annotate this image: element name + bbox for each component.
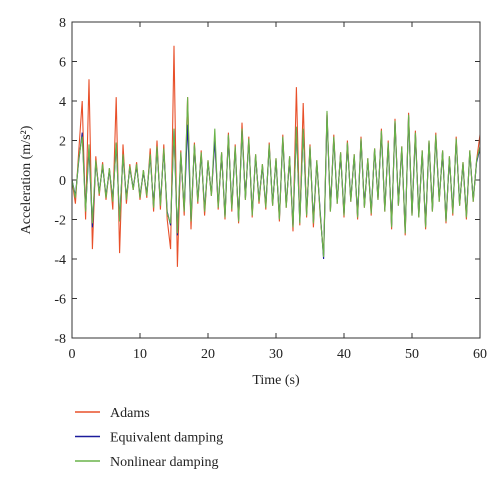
y-tick-label: 4 [59, 95, 66, 110]
series-line [71, 97, 481, 258]
y-tick-label: 2 [59, 135, 66, 150]
legend-label: Nonlinear damping [110, 455, 218, 470]
y-tick-label: 6 [59, 56, 66, 71]
x-tick-label: 0 [69, 347, 76, 362]
y-axis-label: Acceleration (m/s²) [19, 125, 34, 234]
series-line [71, 45, 481, 267]
y-tick-label: -2 [54, 214, 66, 229]
x-tick-label: 40 [337, 347, 351, 362]
x-tick-label: 20 [201, 347, 215, 362]
y-tick-label: -4 [54, 253, 66, 268]
legend-label: Equivalent damping [110, 431, 223, 446]
y-tick-label: 8 [59, 16, 66, 31]
plot-frame [71, 21, 481, 339]
x-tick-label: 60 [473, 347, 487, 362]
x-tick-label: 50 [405, 347, 419, 362]
y-tick-label: -8 [54, 332, 66, 347]
y-tick-label: 0 [59, 174, 66, 189]
y-tick-label: -6 [54, 293, 66, 308]
x-tick-label: 10 [133, 347, 147, 362]
x-axis-label: Time (s) [252, 373, 300, 388]
x-tick-label: 30 [269, 347, 283, 362]
legend-label: Adams [110, 406, 150, 421]
